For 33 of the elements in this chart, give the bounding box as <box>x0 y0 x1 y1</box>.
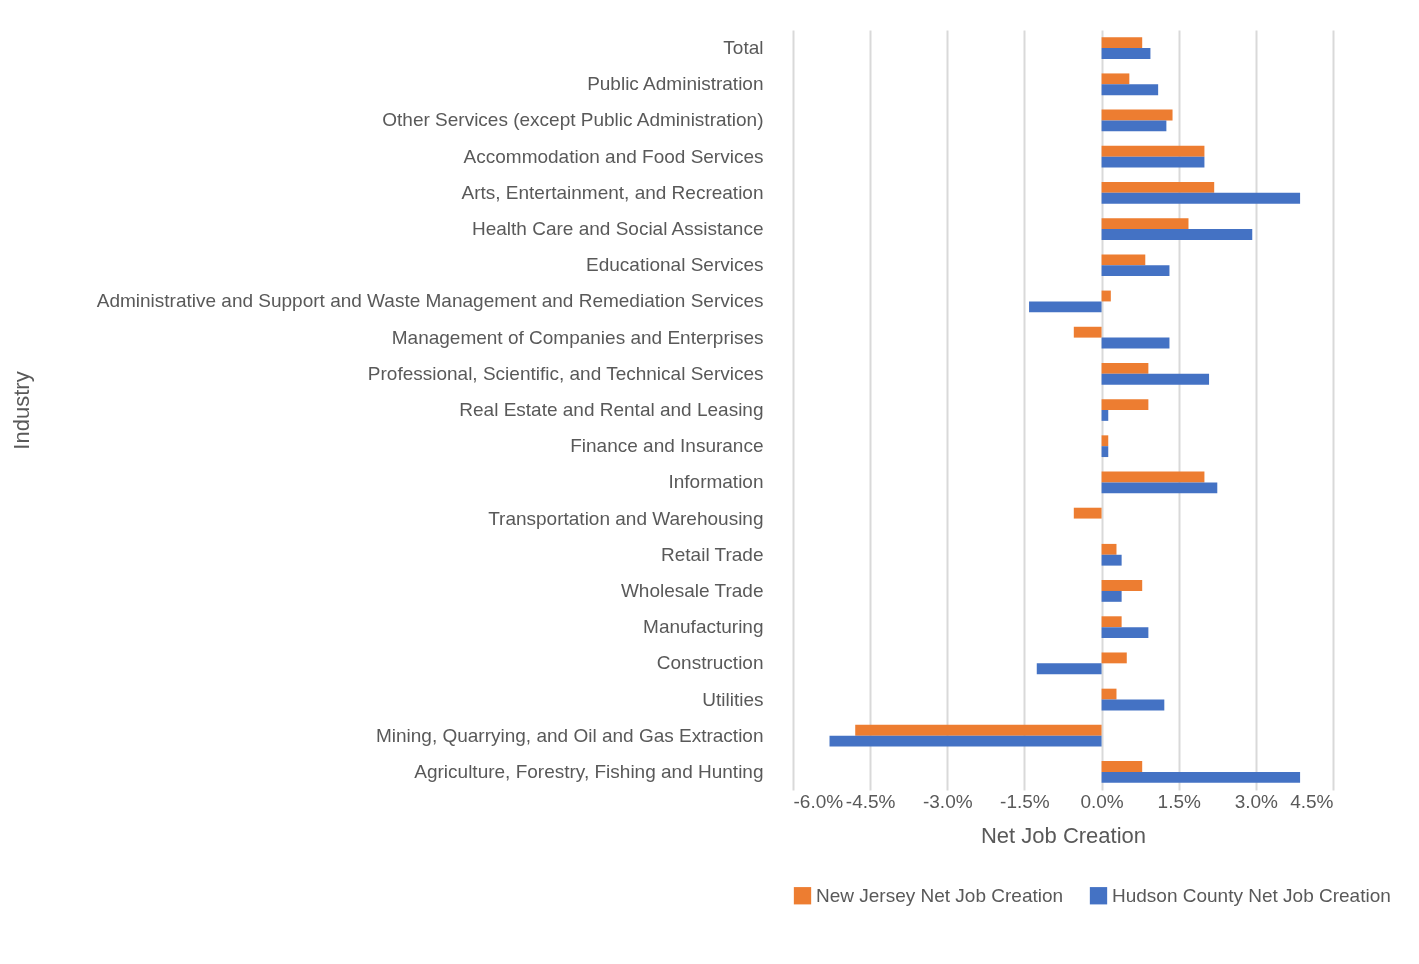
y-tick-label: Other Services (except Public Administration) <box>382 109 764 131</box>
legend-label: Hudson County Net Job Creation <box>1112 884 1391 906</box>
y-tick-label: Health Care and Social Assistance <box>472 218 764 240</box>
y-tick-label: Finance and Insurance <box>570 435 764 457</box>
x-axis-title: Net Job Creation <box>980 822 1147 848</box>
y-tick-label: Arts, Entertainment, and Recreation <box>461 181 764 203</box>
y-tick-label: Retail Trade <box>661 543 764 565</box>
y-tick-label: Agriculture, Forestry, Fishing and Hunting <box>414 760 764 782</box>
y-tick-label: Management of Companies and Enterprises <box>391 326 764 348</box>
y-tick-label: Information <box>668 471 764 493</box>
x-tick-label: -1.5% <box>1000 790 1050 812</box>
y-tick-label: Real Estate and Rental and Leasing <box>459 399 764 420</box>
y-tick-label: Total <box>723 37 764 59</box>
y-tick-label: Public Administration <box>587 73 764 95</box>
y-tick-label: Transportation and Warehousing <box>488 507 764 529</box>
y-tick-label: Professional, Scientific, and Technical Services <box>367 362 764 384</box>
x-tick-label: 3.0% <box>1234 790 1279 812</box>
y-tick-label: Utilities <box>702 688 764 710</box>
x-tick-label: -3.0% <box>922 790 973 812</box>
x-tick-label: 1.5% <box>1157 790 1201 812</box>
y-tick-label: Manufacturing <box>643 616 764 638</box>
y-axis-title: Industry <box>8 371 34 450</box>
x-tick-label: -6.0% <box>793 790 844 812</box>
y-tick-label: Administrative and Support and Waste Management and Remediation Services <box>96 290 764 312</box>
y-tick-label: Construction <box>656 652 764 674</box>
x-tick-label: -4.5% <box>845 790 896 812</box>
x-tick-label: 0.0% <box>1080 790 1124 812</box>
y-tick-label: Wholesale Trade <box>620 579 764 601</box>
y-tick-label: Mining, Quarrying, and Oil and Gas Extraction <box>375 724 764 746</box>
x-tick-label: 4.5% <box>1290 790 1334 812</box>
y-tick-label: Accommodation and Food Services <box>463 145 764 167</box>
y-tick-label: Educational Services <box>586 254 764 276</box>
legend-label: New Jersey Net Job Creation <box>816 884 1064 906</box>
